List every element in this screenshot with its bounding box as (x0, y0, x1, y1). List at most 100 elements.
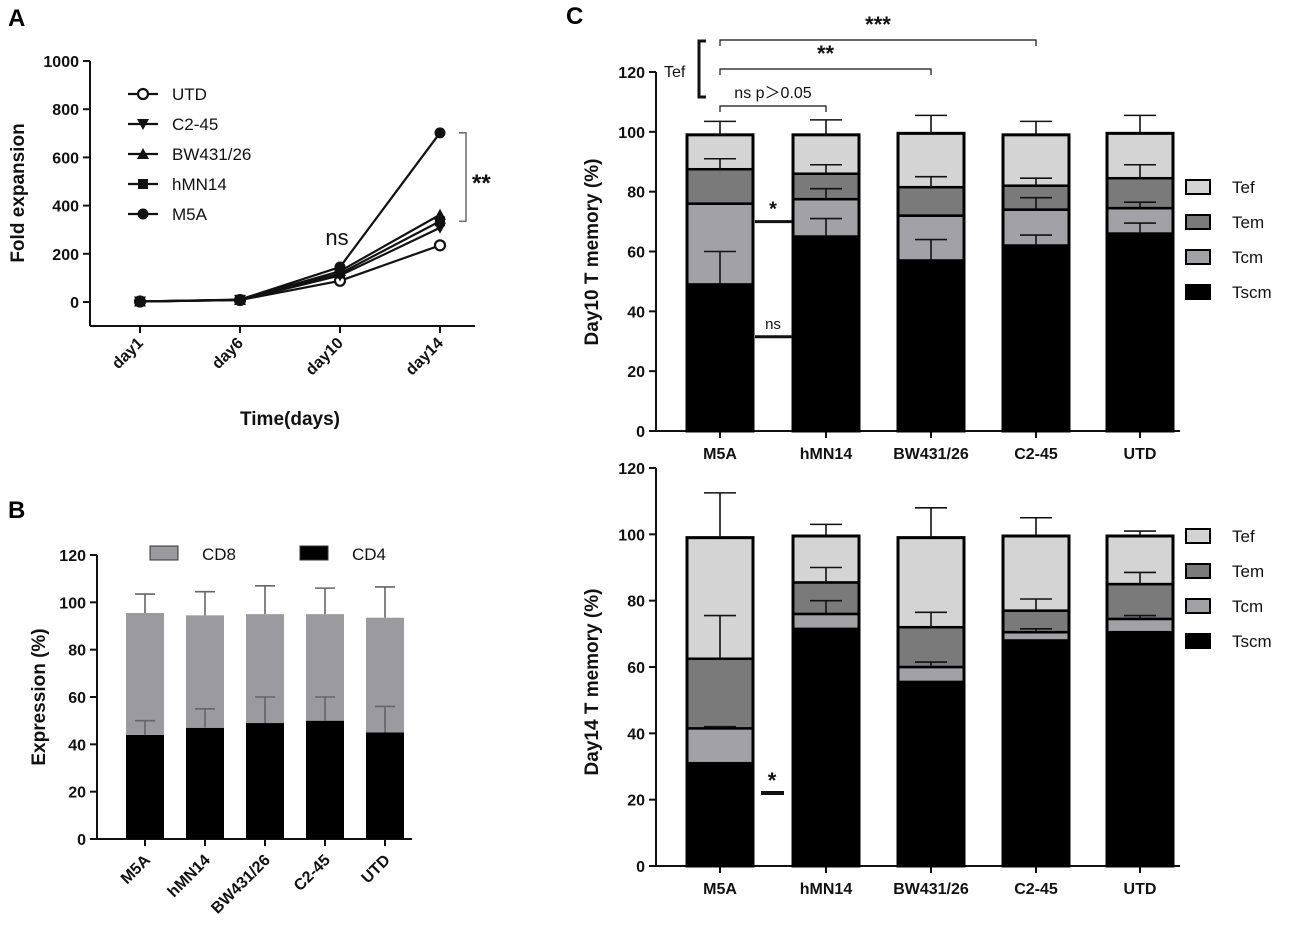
y-tick-label: 120 (618, 461, 645, 478)
bar-segment-tem-utd (1105, 582, 1175, 621)
legend-marker-bw431-26 (137, 148, 149, 159)
significance-bracket-1 (719, 105, 827, 112)
y-axis-title: Expression (%) (29, 628, 50, 765)
legend-swatch-tcm (1185, 249, 1211, 265)
legend-label-tem: Tem (1232, 562, 1264, 581)
legend-label-tef: Tef (1232, 527, 1255, 546)
x-tick-label-utd: UTD (1124, 881, 1157, 898)
legend-marker-c2-45 (137, 119, 149, 130)
legend-label-tem: Tem (1232, 213, 1264, 232)
y-tick-label: 60 (627, 660, 645, 677)
legend-label-utd: UTD (172, 85, 207, 104)
chart-c-day14-memory: 0 20 40 60 80 100 120 M5A hMN14 BW431/26 C2-45 UTD D… (582, 461, 1272, 898)
legend-label-cd8: CD8 (202, 545, 236, 564)
y-tick-label: 0 (70, 295, 79, 312)
y-axis-title: Fold expansion (8, 123, 29, 262)
series-line-m5a (139, 132, 441, 303)
x-tick-label-bw431-26: BW431/26 (208, 852, 274, 918)
bar-segment-tscm-utd (1105, 630, 1175, 868)
bar-segment-tscm-c2-45 (1001, 639, 1071, 868)
y-axis-title: Day10 T memory (%) (582, 159, 603, 346)
legend-swatch-tem (1185, 214, 1211, 230)
bar-segment-tscm-utd (1105, 232, 1175, 433)
bar-segment-cd4-hmn14 (186, 727, 224, 839)
legend-label-cd4: CD4 (352, 545, 386, 564)
y-tick-label: 100 (618, 125, 645, 142)
data-point-m5a-day6 (234, 294, 246, 306)
y-tick-label: 20 (68, 785, 86, 802)
legend-label-tef: Tef (1232, 178, 1255, 197)
y-tick-label: 0 (636, 424, 645, 441)
series-m5a (134, 127, 446, 308)
bar-segment-tscm-bw431-26 (896, 259, 966, 433)
legend-swatch-tem (1185, 563, 1211, 579)
y-tick-label: 40 (627, 304, 645, 321)
significance-label-2: ** (817, 41, 835, 66)
y-axis-title: Day14 T memory (%) (582, 589, 603, 776)
data-point-m5a-day10 (334, 261, 346, 273)
legend-swatch-tscm (1185, 633, 1211, 649)
y-tick-label: 120 (59, 548, 86, 565)
bar-segment-tscm-hmn14 (791, 627, 861, 868)
bar-segment-tcm-bw431-26 (896, 665, 966, 684)
x-axis-title: Time(days) (240, 409, 340, 430)
y-tick-label: 20 (627, 793, 645, 810)
series-utd (133, 239, 447, 308)
legend-swatch-tef (1185, 528, 1211, 544)
panel-letter-b: B (8, 497, 25, 524)
x-tick-label-day1: day1 (109, 335, 147, 373)
y-tick-label: 100 (618, 527, 645, 544)
x-tick-label-m5a: M5A (118, 851, 154, 887)
y-tick-label: 120 (618, 65, 645, 82)
bar-segment-tscm-bw431-26 (896, 680, 966, 868)
y-tick-label: 80 (627, 185, 645, 202)
side-mark-label-1: * (769, 199, 777, 221)
bar-segment-cd4-m5a (126, 734, 164, 839)
x-tick-label-day10: day10 (303, 335, 347, 379)
y-tick-label: 60 (627, 245, 645, 262)
x-tick-label-m5a: M5A (703, 881, 737, 898)
annotation-day14-stars: ** (472, 170, 491, 197)
x-tick-label-c2-45: C2-45 (291, 852, 334, 895)
side-mark-label-day14: * (768, 768, 777, 793)
panel-letter-a: A (8, 5, 25, 32)
bar-segment-tscm-c2-45 (1001, 244, 1071, 433)
x-tick-label-c2-45: C2-45 (1014, 446, 1058, 463)
significance-bracket-3 (719, 39, 1037, 46)
legend-label-tcm: Tcm (1232, 597, 1263, 616)
bar-segment-tcm-utd (1105, 617, 1175, 634)
y-tick-label: 80 (627, 594, 645, 611)
bracket-group-label: Tef (664, 64, 686, 81)
data-point-m5a-day14 (434, 127, 446, 139)
x-tick-label-utd: UTD (359, 852, 394, 887)
bar-segment-tcm-m5a (685, 727, 755, 765)
legend-label-c2-45: C2-45 (172, 115, 218, 134)
legend-swatch-tscm (1185, 284, 1211, 300)
x-tick-label-hmn14: hMN14 (800, 446, 853, 463)
bar-segment-tem-bw431-26 (896, 625, 966, 669)
legend-label-m5a: M5A (172, 205, 208, 224)
y-tick-label: 40 (68, 737, 86, 754)
legend-swatch-cd4 (299, 545, 329, 561)
panel-letter-c: C (566, 3, 583, 30)
data-point-hmn14-day14 (435, 216, 445, 227)
annotation-day10-ns: ns (325, 225, 348, 250)
y-tick-label: 100 (59, 595, 86, 612)
legend-label-hmn14: hMN14 (172, 175, 227, 194)
x-tick-label-day14: day14 (403, 335, 447, 379)
bar-segment-cd4-bw431-26 (246, 723, 284, 839)
significance-label-3: *** (865, 12, 891, 37)
y-tick-label: 0 (77, 832, 86, 849)
bar-segment-tem-m5a (685, 167, 755, 205)
series-hmn14 (135, 216, 445, 307)
bar-segment-tscm-m5a (685, 283, 755, 433)
chart-a-fold-expansion: 0 200 400 600 800 1000 day1 day6 day10 day14 Time(… (8, 54, 491, 430)
side-mark-label-2: ns (765, 316, 781, 333)
legend-label-tscm: Tscm (1232, 283, 1272, 302)
x-tick-label-c2-45: C2-45 (1014, 881, 1058, 898)
y-tick-label: 600 (52, 150, 79, 167)
bracket-group-brace (697, 39, 706, 99)
bar-segment-cd8-m5a (126, 612, 164, 735)
